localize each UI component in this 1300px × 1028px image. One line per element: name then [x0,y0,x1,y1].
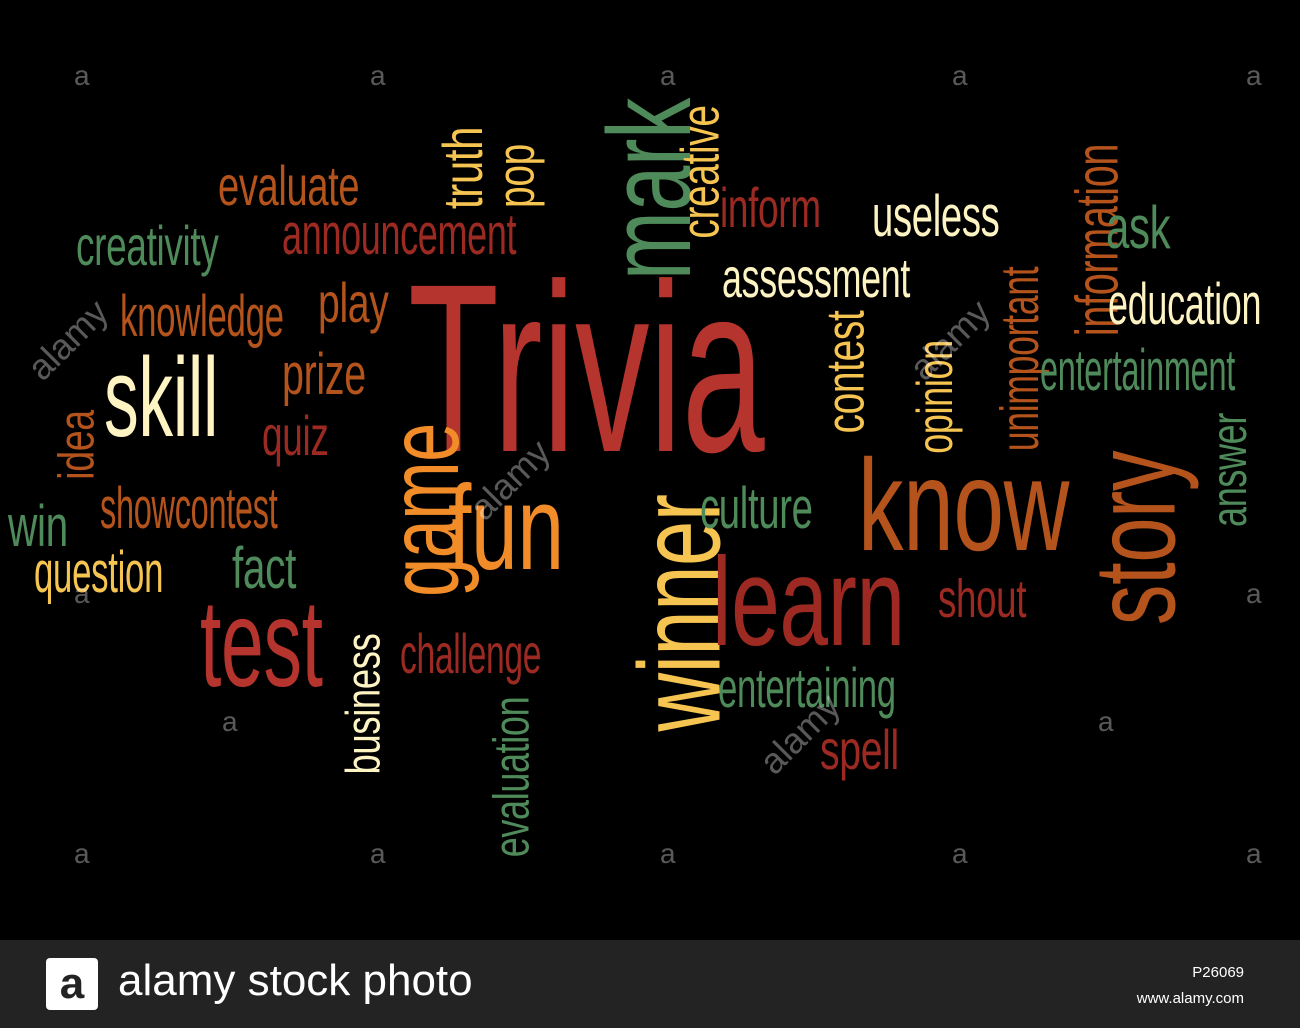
word-idea: idea [48,410,105,480]
watermark-mark: a [74,60,90,91]
word-entertainment: entertainment [1040,338,1235,403]
word-ask: ask [1106,194,1171,261]
word-pop: pop [487,144,546,208]
alamy-logo-icon: a [46,958,98,1010]
site-url: www.alamy.com [1136,990,1244,1007]
image-id: P26069 [1192,964,1244,981]
watermark-mark: a [370,838,386,869]
word-play: play [318,271,389,334]
watermark-mark: a [1246,838,1262,869]
word-challenge: challenge [400,622,542,685]
watermark-mark: a [1098,706,1114,737]
word-unimportant: unimportant [989,266,1050,452]
word-assessment: assessment [722,246,911,309]
word-evaluate: evaluate [218,154,360,217]
word-entertaining: entertaining [718,656,896,719]
word-story: story [1069,450,1200,626]
word-inform: inform [720,176,821,239]
word-education: education [1108,272,1262,337]
word-fun: fun [448,461,564,595]
word-question: question [34,540,164,605]
watermark-mark: a [952,60,968,91]
word-evaluation: evaluation [483,696,540,858]
word-knowledge: knowledge [120,284,284,349]
watermark-mark: a [74,578,90,609]
word-announcement: announcement [282,202,517,267]
watermark-mark: a [660,838,676,869]
word-learn: learn [712,533,905,672]
word-spell: spell [820,718,899,781]
word-cloud: Trivia mark game fun winner know learn s… [8,60,1262,869]
brand-name: alamy stock photo [118,956,473,1005]
word-business: business [337,633,391,775]
watermark-mark: a [74,838,90,869]
word-answer: answer [1201,413,1258,527]
word-fact: fact [232,536,297,601]
word-win: win [8,494,68,559]
watermark-mark: a [1246,60,1262,91]
watermark-mark: a [370,60,386,91]
word-creativity: creativity [76,214,219,277]
word-showcontest: showcontest [100,476,278,541]
word-test: test [200,575,323,713]
word-shout: shout [938,569,1027,629]
watermark-mark: a [1246,578,1262,609]
watermark-mark: a [222,706,238,737]
word-prize: prize [282,342,366,407]
word-useless: useless [872,184,1000,249]
watermark-word: alamy [19,291,117,389]
word-trivia: Trivia [408,234,765,502]
word-truth: truth [430,126,494,210]
word-skill: skill [104,335,219,460]
watermark-mark: a [952,838,968,869]
word-quiz: quiz [262,404,329,467]
watermark-mark: a [660,60,676,91]
word-know: know [858,432,1070,578]
word-culture: culture [700,476,813,541]
word-contest: contest [815,310,876,434]
footer-bar: a alamy stock photo P26069 www.alamy.com [0,940,1300,1028]
